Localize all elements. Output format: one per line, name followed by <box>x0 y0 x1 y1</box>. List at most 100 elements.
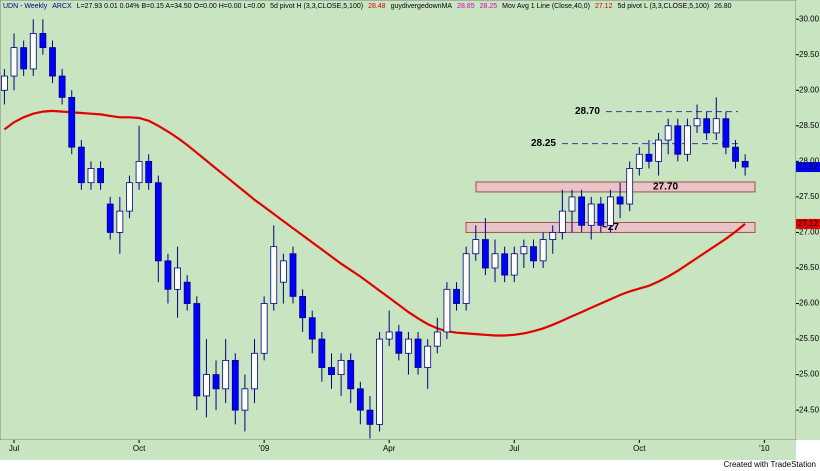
header-text: 26.80 <box>714 3 732 10</box>
candle-body <box>0 75 8 91</box>
candle-body <box>645 153 653 162</box>
candle-body <box>87 168 95 184</box>
candle-body <box>135 160 143 184</box>
candle-body <box>376 338 383 425</box>
candle-body <box>578 196 585 226</box>
candle-body <box>587 203 595 226</box>
candle-body <box>10 47 18 77</box>
candle-body <box>741 160 749 168</box>
candle-body <box>164 260 172 290</box>
candle-body <box>29 33 37 70</box>
candle-body <box>97 168 104 184</box>
y-tick-label: 28.50 <box>799 121 820 130</box>
candle-body <box>703 118 711 134</box>
candle-body <box>520 246 528 255</box>
plot-area <box>0 0 797 441</box>
y-tick-label: 30.00 <box>799 14 820 23</box>
candle-body <box>126 182 133 212</box>
candle-body <box>722 118 730 148</box>
header-text: 28.85 <box>457 3 475 10</box>
y-tick-label: 27.00 <box>799 228 820 237</box>
candle-body <box>607 196 614 226</box>
header-text: 5d pivot H (3,3,CLOSE,5,100) <box>270 3 363 10</box>
candle-body <box>664 125 672 141</box>
y-tick-label: 25.50 <box>799 334 820 343</box>
candle-body <box>318 338 326 368</box>
header-text: UDN - Weekly <box>3 3 48 10</box>
candle-body <box>183 281 191 304</box>
candle-body <box>279 260 287 283</box>
candle-body <box>732 146 739 162</box>
header-text: 27.12 <box>595 3 613 10</box>
candle-body <box>241 388 249 411</box>
candle-body <box>270 246 278 304</box>
zone <box>475 181 756 193</box>
moving-average-line <box>3 109 746 337</box>
candle-body <box>106 203 114 233</box>
candle-body <box>299 296 307 319</box>
candle-body <box>453 288 460 304</box>
candle-body <box>289 253 297 297</box>
candle-body <box>193 303 201 397</box>
candle-body <box>481 239 489 269</box>
candle-body <box>49 47 56 77</box>
zone-label: 27.70 <box>653 182 678 193</box>
x-axis-area <box>0 440 796 460</box>
candle-body <box>251 352 258 390</box>
y-tick-label: 27.50 <box>799 192 820 201</box>
candle-body <box>39 33 47 49</box>
last-price-box <box>796 162 820 173</box>
candle-body <box>174 267 181 290</box>
candle-body <box>116 210 124 233</box>
candle-body <box>222 359 230 390</box>
candle-body <box>328 367 335 376</box>
header-text: ARCX <box>52 3 72 10</box>
candle-body <box>443 288 451 333</box>
candle-body <box>405 338 412 354</box>
y-tick-label: 26.50 <box>799 263 820 272</box>
candle-body <box>655 139 662 162</box>
candle-body <box>58 75 66 98</box>
candle-body <box>20 47 28 70</box>
candle-body <box>510 253 518 276</box>
footer: Created with TradeStation <box>724 460 817 469</box>
x-tick-label: Oct <box>633 444 646 453</box>
y-tick-label: 28.00 <box>799 156 820 165</box>
header-text: 5d pivot L (3,3,CLOSE,5,100) <box>617 3 709 10</box>
candle-body <box>260 303 268 354</box>
candle-body <box>154 182 162 262</box>
last-price-label: 27.92 <box>798 162 819 171</box>
y-tick-label: 29.00 <box>799 85 820 94</box>
candle-body <box>424 345 432 368</box>
header-text: guydivergedownMA <box>391 3 453 10</box>
y-tick-label: 25.00 <box>799 370 820 379</box>
candle-body <box>203 374 210 397</box>
last-price-box <box>796 218 820 229</box>
header-text: Mov Avg 1 Line (Close,40,0) <box>502 3 590 10</box>
x-tick-label: '09 <box>259 444 270 453</box>
candle-body <box>395 331 403 354</box>
candle-body <box>77 146 85 184</box>
candle-body <box>530 246 537 262</box>
candle-body <box>337 359 345 376</box>
candle-body <box>433 331 441 347</box>
header-text: 28.48 <box>368 3 386 10</box>
candle-body <box>212 374 220 390</box>
candle-body <box>684 125 691 155</box>
candle-body <box>366 409 374 425</box>
candle-body <box>308 317 316 340</box>
candle-body <box>674 125 682 155</box>
candle-body <box>347 359 355 390</box>
x-tick-label: Oct <box>133 444 146 453</box>
candle-body <box>616 196 624 205</box>
candle-body <box>356 388 364 411</box>
candle-body <box>472 239 480 255</box>
candle-body <box>491 253 499 269</box>
candle-body <box>68 96 76 148</box>
level-label: 28.70 <box>575 106 600 117</box>
x-tick-label: Jul <box>509 444 519 453</box>
x-tick-label: Apr <box>383 444 396 453</box>
candle-body <box>539 239 547 262</box>
candle-body <box>597 203 605 226</box>
